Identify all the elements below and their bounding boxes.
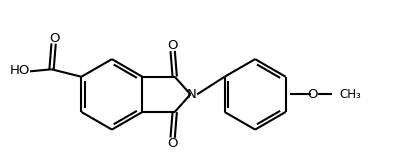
Text: N: N [186,88,196,101]
Text: CH₃: CH₃ [338,88,360,101]
Text: O: O [306,88,317,101]
Text: O: O [167,39,178,52]
Text: HO: HO [10,64,30,77]
Text: O: O [167,137,178,150]
Text: O: O [49,32,59,45]
